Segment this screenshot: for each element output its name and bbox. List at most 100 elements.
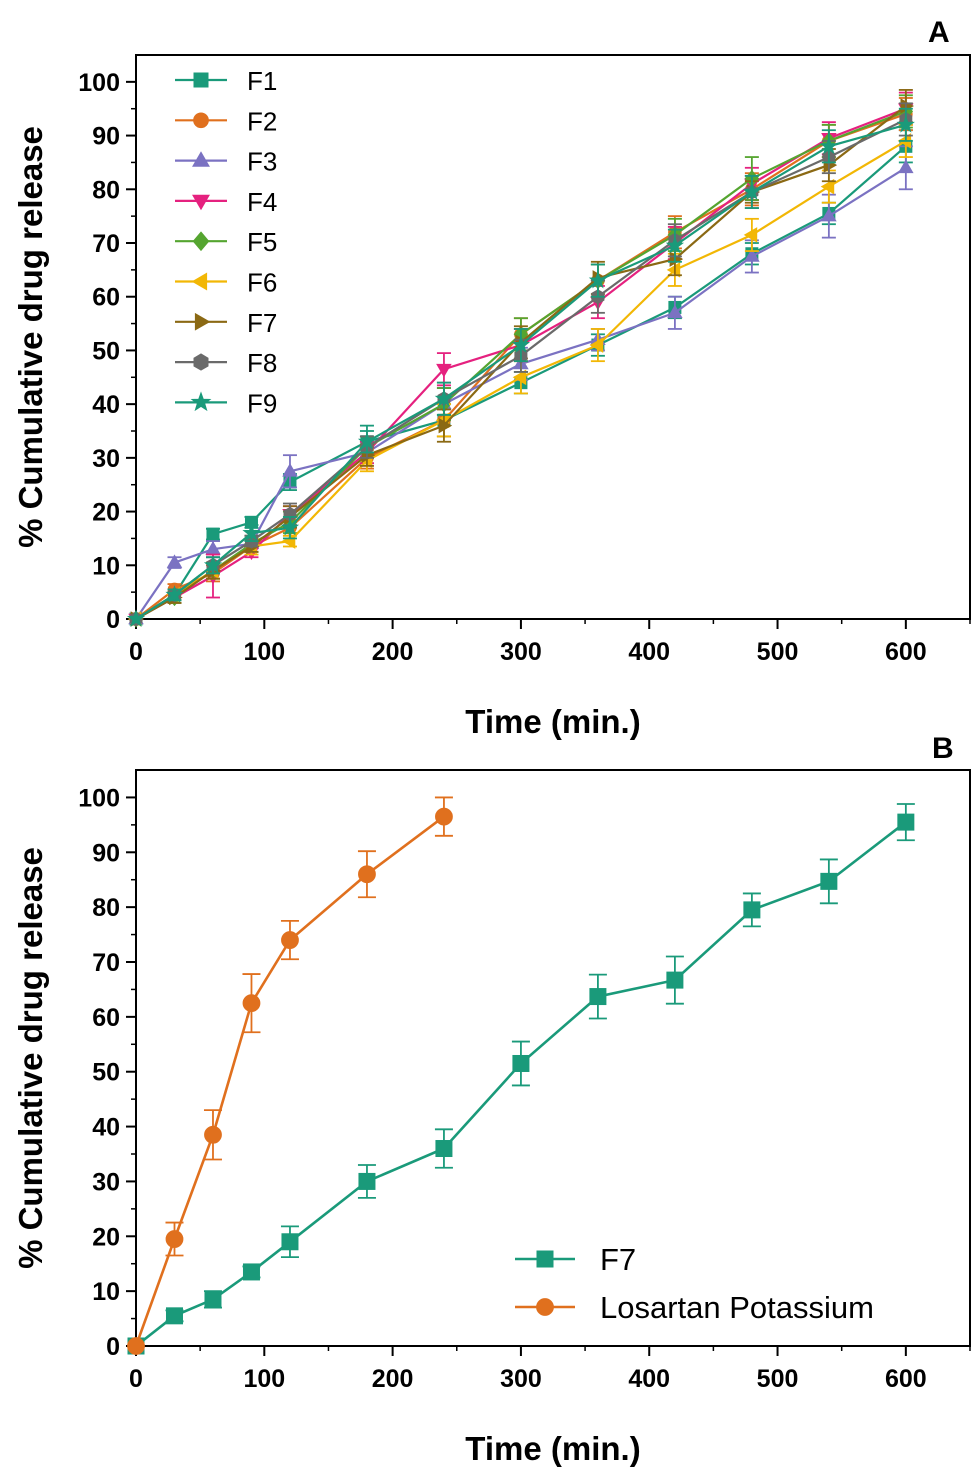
panel-b-y-tick-label: 30 [92, 1168, 120, 1196]
panel-a-y-tick-label: 20 [92, 499, 120, 527]
panel-a-legend-label: F1 [247, 66, 277, 96]
panel-b-y-axis: 0 10 20 30 40 50 60 70 80 90 100 [78, 784, 136, 1361]
panel-b-legend-label: F7 [600, 1242, 636, 1277]
panel-b-x-tick-label: 400 [628, 1365, 670, 1393]
panel-a-y-tick-label: 100 [78, 69, 120, 97]
panel-a-point-f9 [126, 609, 146, 627]
panel-a-y-axis-title: % Cumulative drug release [12, 126, 49, 548]
panel-a-legend-marker-f9 [190, 391, 212, 412]
panel-b-point-f7 [666, 971, 684, 989]
panel-b-series-losartan-potassium [127, 796, 453, 1355]
panel-a-series-f9 [126, 107, 915, 627]
panel-b-point-f7 [242, 1263, 260, 1281]
panel-a-label: A [928, 16, 950, 49]
panel-a-point-f9 [242, 523, 261, 541]
panel-b-legend-entry-losartan-potassium: Losartan Potassium [515, 1290, 874, 1325]
panel-a-legend-label: F6 [247, 268, 277, 298]
panel-b-x-axis: 0 100 200 300 400 500 600 [129, 1346, 971, 1393]
panel-a-point-f9 [896, 115, 915, 133]
panel-a-point-f9 [665, 236, 685, 254]
panel-b-point-f7 [743, 901, 761, 919]
panel-a-y-tick-label: 80 [92, 176, 120, 204]
panel-a-point-f7 [438, 417, 453, 434]
panel-a-legend-entry-f3: F3 [175, 147, 277, 177]
panel-b-legend-marker-f7 [536, 1250, 554, 1268]
panel-a-point-f9 [357, 432, 377, 450]
panel-b-y-tick-label: 50 [92, 1059, 120, 1087]
panel-b-legend-marker-losartan-potassium [536, 1298, 554, 1316]
panel-a-y-tick-label: 10 [92, 552, 120, 580]
panel-a-legend-marker-f5 [192, 231, 210, 252]
panel-a-y-tick-label: 0 [106, 606, 120, 634]
panel-b-point-losartan-potassium [165, 1230, 184, 1248]
panel-a-point-f6 [666, 262, 681, 278]
panel-b-point-losartan-potassium [281, 931, 299, 949]
panel-a-legend-label: F2 [247, 106, 277, 136]
panel-b-y-tick-label: 70 [92, 949, 120, 977]
panel-b-x-tick-label: 500 [757, 1365, 799, 1393]
panel-a-legend-entry-f8: F8 [175, 348, 277, 378]
panel-b-y-tick-label: 100 [78, 784, 120, 812]
panel-a-point-f9 [434, 389, 453, 407]
panel-b-point-f7 [435, 1140, 453, 1158]
panel-a-point-f1 [206, 527, 220, 541]
panel-b-point-f7 [204, 1290, 222, 1308]
panel-a-y-tick-label: 90 [92, 123, 120, 151]
panel-a-point-f9 [511, 335, 530, 353]
panel-b-point-losartan-potassium [204, 1125, 222, 1144]
panel-a-legend-marker-f8 [193, 353, 209, 371]
panel-b-y-tick-label: 0 [106, 1333, 120, 1361]
panel-a-legend-label: F5 [247, 227, 277, 257]
panel-a-point-f3 [821, 207, 837, 222]
panel-a-x-axis-title: Time (min.) [465, 703, 640, 740]
panel-b-x-axis-title: Time (min.) [465, 1430, 640, 1467]
panel-a-y-tick-label: 30 [92, 445, 120, 473]
panel-a-point-f3 [282, 463, 298, 477]
panel-a-y-tick-label: 40 [92, 391, 120, 419]
panel-a-point-f3 [667, 304, 683, 319]
panel-a-point-f9 [280, 518, 300, 536]
panel-a-legend-label: F9 [247, 388, 277, 418]
panel-b-point-f7 [512, 1054, 530, 1072]
panel-a-x-tick-label: 100 [243, 638, 285, 666]
panel-b-point-losartan-potassium [435, 807, 453, 826]
panel-a-x-tick-label: 300 [500, 638, 542, 666]
panel-a-series-group [126, 89, 915, 628]
panel-a-y-tick-label: 70 [92, 230, 120, 258]
panel-b-x-tick-label: 200 [372, 1365, 414, 1393]
panel-a-legend-entry-f9: F9 [175, 388, 277, 418]
panel-b-label: B [932, 732, 954, 765]
panel-a-point-f3 [166, 554, 183, 568]
panel-a-legend-marker-f2 [193, 112, 209, 129]
panel-a-legend-entry-f7: F7 [175, 308, 277, 338]
panel-a-point-f6 [512, 369, 527, 386]
panel-a-legend: F1 F2 F3 F4 F5 F6 F7 F8 F9 [175, 66, 277, 418]
panel-a-plot-frame [135, 54, 971, 620]
panel-a-point-f9 [588, 270, 608, 289]
panel-b-y-tick-label: 80 [92, 894, 120, 922]
panel-a-legend-marker-f1 [193, 72, 209, 88]
panel-b-x-tick-label: 600 [885, 1365, 927, 1393]
panel-b-plot-frame [135, 769, 971, 1347]
panel-a-legend-label: F3 [247, 147, 277, 177]
panel-b-y-tick-label: 10 [92, 1278, 120, 1306]
panel-a-legend-label: F7 [247, 308, 277, 338]
panel-b-y-tick-label: 40 [92, 1114, 120, 1142]
panel-b-line-losartan-potassium [134, 815, 445, 1347]
panel-a-x-tick-label: 600 [885, 638, 927, 666]
panel-a-legend-label: F8 [247, 348, 277, 378]
panel-a-x-tick-label: 200 [372, 638, 414, 666]
panel-b-x-tick-label: 100 [243, 1365, 285, 1393]
panel-b-legend: F7 Losartan Potassium [515, 1242, 874, 1325]
panel-b-y-axis-title: % Cumulative drug release [12, 847, 49, 1269]
panel-b-point-losartan-potassium [127, 1337, 145, 1355]
panel-b-y-tick-label: 60 [92, 1004, 120, 1032]
panel-a-x-tick-label: 400 [628, 638, 670, 666]
panel-b-point-f7 [165, 1307, 183, 1325]
panel-a-legend-entry-f2: F2 [175, 106, 277, 136]
panel-b-point-f7 [589, 988, 607, 1006]
panel-b-point-losartan-potassium [358, 865, 376, 884]
panel-a-point-f9 [742, 182, 762, 200]
panel-a-x-axis: 0 100 200 300 400 500 600 [129, 619, 971, 666]
